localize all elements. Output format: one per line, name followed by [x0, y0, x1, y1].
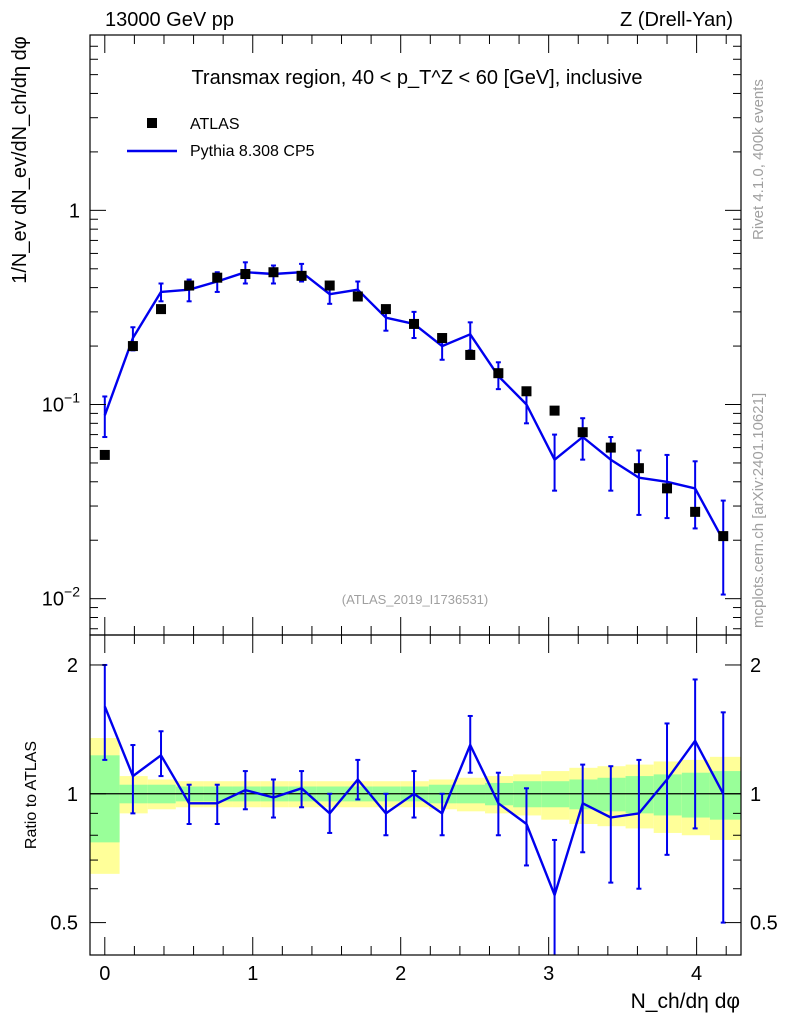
atlas-data-point: [690, 506, 701, 517]
main-y-axis-label: 1/N_ev dN_ev/dN_ch/dη dφ: [9, 36, 31, 284]
side-rivet: Rivet 4.1.0, 400k events: [750, 79, 767, 240]
atlas-data-point: [437, 333, 448, 344]
legend-marker-atlas: [147, 118, 157, 128]
atlas-data-point: [605, 442, 616, 453]
ratio-y-tick-label-right: 0.5: [750, 913, 778, 935]
atlas-data-point: [352, 291, 363, 302]
x-axis-label: N_ch/dη dφ: [631, 990, 740, 1013]
atlas-data-point: [549, 405, 560, 416]
atlas-data-point: [493, 368, 504, 379]
atlas-data-point: [184, 280, 195, 291]
ratio-y-tick-label: 2: [67, 655, 78, 677]
atlas-data-point: [409, 318, 420, 329]
legend: ATLAS Pythia 8.308 CP5: [127, 116, 315, 160]
ratio-y-tick-label: 0.5: [50, 913, 78, 935]
atlas-data-point: [240, 269, 251, 280]
main-y-tick-label: 10−2: [42, 584, 80, 611]
x-tick-label: 0: [99, 963, 110, 985]
ratio-y-tick-label: 1: [67, 784, 78, 806]
atlas-data-point: [156, 304, 167, 315]
legend-label-atlas: ATLAS: [190, 116, 240, 133]
atlas-data-point: [521, 386, 532, 397]
atlas-data-point: [127, 341, 138, 352]
atlas-data-point: [577, 427, 588, 438]
ratio-series-line: [103, 705, 725, 897]
main-y-tick-label: 1: [69, 200, 80, 222]
x-tick-label: 4: [691, 963, 702, 985]
atlas-data-point: [99, 449, 110, 460]
atlas-data-point: [718, 531, 729, 542]
main-title-text: Transmax region, 40 < p_T^Z < 60 [GeV], …: [191, 67, 642, 89]
ratio-frame: [89, 634, 742, 956]
atlas-data-point: [380, 304, 391, 315]
x-tick-label: 2: [395, 963, 406, 985]
main-y-tick-label: 10−1: [42, 390, 80, 417]
ratio-y-tick-label-right: 1: [750, 784, 761, 806]
atlas-data-point: [324, 280, 335, 291]
header-left: 13000 GeV pp: [105, 9, 234, 31]
watermark: (ATLAS_2019_I1736531): [342, 592, 488, 607]
legend-label-mc: Pythia 8.308 CP5: [190, 143, 315, 160]
header-right: Z (Drell-Yan): [620, 9, 733, 31]
atlas-data-point: [465, 349, 476, 360]
x-tick-label: 1: [247, 963, 258, 985]
ratio-y-axis-label: Ratio to ATLAS: [23, 741, 40, 849]
atlas-data-point: [268, 267, 279, 278]
atlas-data-point: [212, 272, 223, 283]
x-tick-label: 3: [543, 963, 554, 985]
atlas-data-point: [296, 270, 307, 281]
ratio-band-inner: [90, 755, 120, 843]
atlas-data-point: [633, 463, 644, 474]
main-title: Transmax region, 40 < p_T^Z < 60 [GeV], …: [191, 67, 642, 89]
ratio-y-tick-label-right: 2: [750, 655, 761, 677]
atlas-data-point: [662, 483, 673, 494]
side-mcplots: mcplots.cern.ch [arXiv:2401.10621]: [750, 393, 767, 628]
